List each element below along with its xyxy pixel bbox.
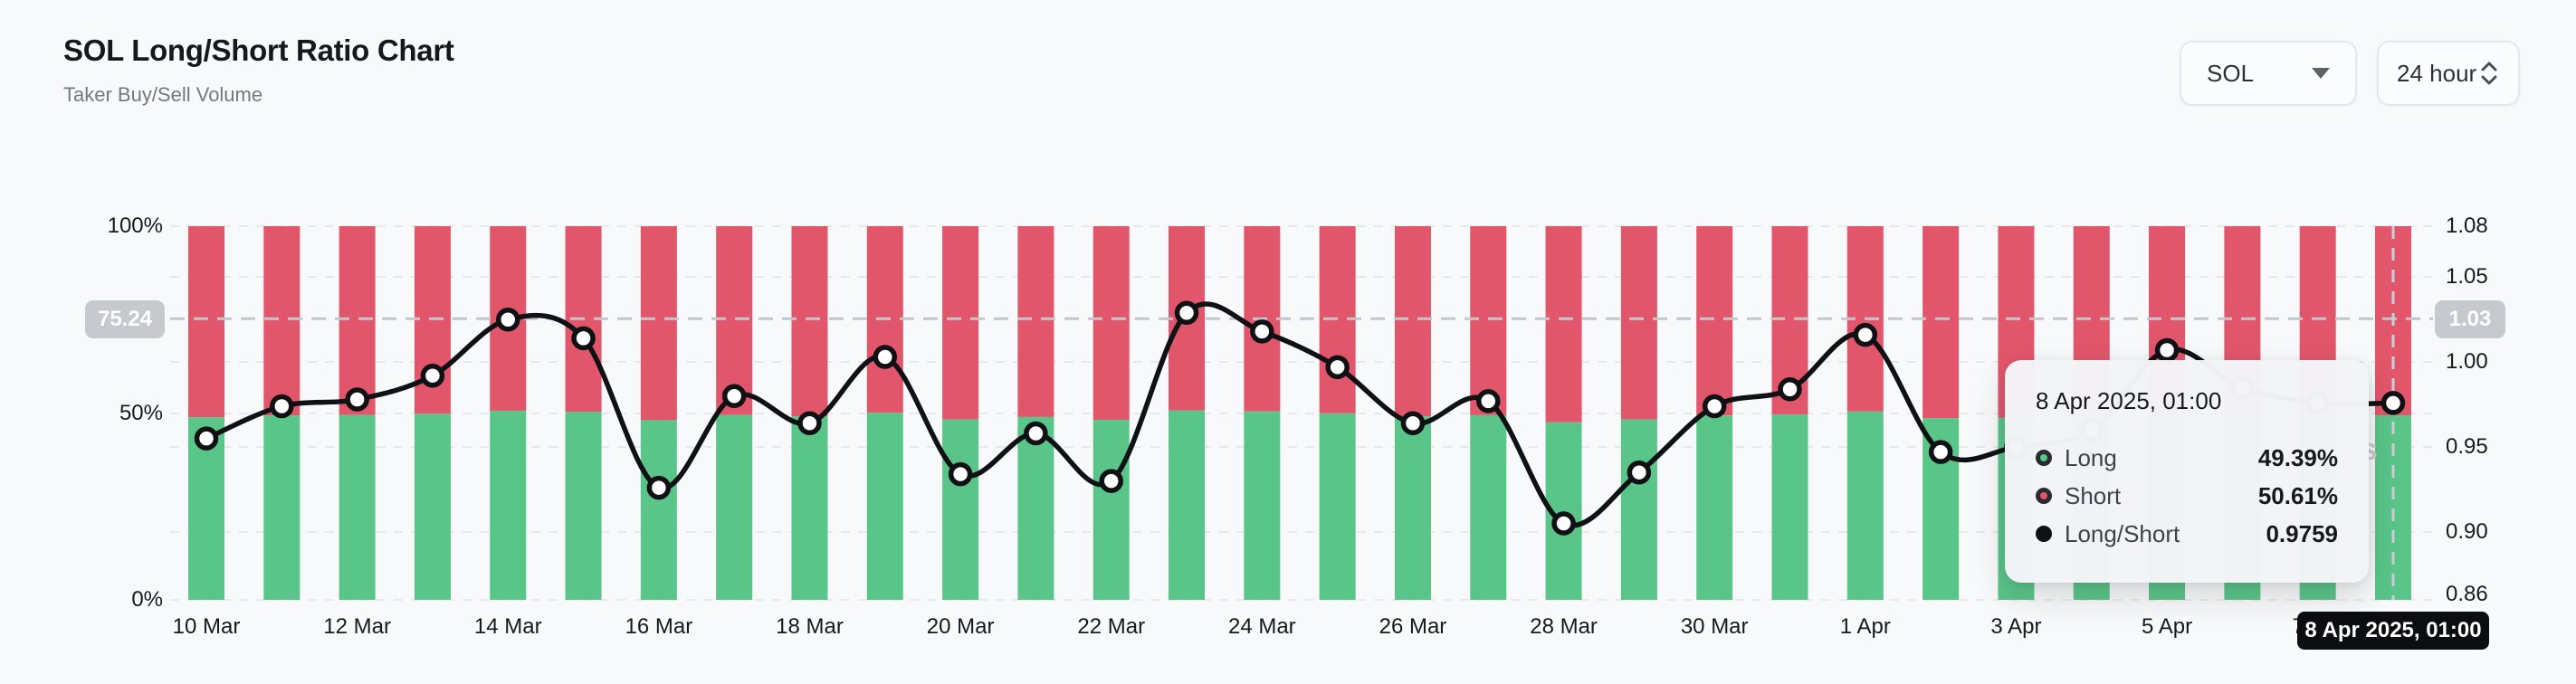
y-axis-label-left: 100% [107, 214, 163, 238]
tooltip-row-label: Short [2065, 481, 2122, 509]
long-short-marker-icon [2036, 526, 2052, 542]
y-axis-label-right: 1.05 [2446, 264, 2488, 290]
x-axis-label: 30 Mar [1680, 614, 1749, 639]
y-axis-label-right: 0.95 [2446, 434, 2488, 460]
y-axis-label-left: 50% [119, 400, 163, 425]
tooltip-row-long: Long 49.39% [2036, 439, 2338, 477]
x-axis-label: 20 Mar [926, 614, 995, 639]
crosshair-right-badge: 1.03 [2435, 300, 2505, 338]
x-axis-label: 28 Mar [1530, 614, 1598, 639]
x-axis-label: 14 Mar [473, 614, 542, 639]
crosshair-left-badge: 75.24 [85, 300, 165, 338]
interval-select[interactable]: 24 hour [2377, 41, 2520, 106]
x-axis-label: 16 Mar [625, 614, 693, 639]
tooltip-row-value: 0.9759 [2266, 519, 2338, 547]
caret-down-icon [2312, 68, 2330, 79]
x-axis-label: 12 Mar [323, 614, 391, 639]
chevron-up-down-icon [2481, 62, 2497, 85]
short-marker-icon [2036, 488, 2052, 504]
chart-header: SOL Long/Short Ratio Chart Taker Buy/Sel… [63, 31, 454, 107]
x-axis-label: 10 Mar [172, 614, 241, 639]
tooltip-rows: Long 49.39% Short 50.61% Long/Short 0.97… [2036, 439, 2338, 553]
symbol-select[interactable]: SOL [2180, 41, 2357, 106]
y-axis-label-right: 1.08 [2446, 214, 2488, 238]
page-title: SOL Long/Short Ratio Chart [63, 33, 454, 67]
x-axis-label: 3 Apr [1990, 614, 2042, 639]
y-axis-label-left: 0% [131, 587, 163, 612]
page-subtitle: Taker Buy/Sell Volume [63, 83, 263, 106]
x-axis-label: 26 Mar [1379, 614, 1447, 639]
crosshair-date-badge: 8 Apr 2025, 01:00 [2297, 612, 2489, 650]
tooltip-row-value: 49.39% [2257, 443, 2338, 471]
tooltip-row-ratio: Long/Short 0.9759 [2036, 515, 2338, 553]
tooltip-row-label: Long/Short [2065, 519, 2180, 547]
interval-select-value: 24 hour [2397, 59, 2477, 87]
tooltip-row-short: Short 50.61% [2036, 477, 2338, 515]
y-axis-label-right: 1.00 [2446, 349, 2488, 375]
tooltip-row-value: 50.61% [2257, 481, 2338, 509]
x-axis-label: 1 Apr [1839, 614, 1891, 639]
x-axis-label: 18 Mar [776, 614, 844, 639]
x-axis-label: 24 Mar [1227, 614, 1296, 639]
chart-tooltip: 8 Apr 2025, 01:00 Long 49.39% Short 50.6… [2005, 360, 2369, 583]
y-axis-label-right: 0.90 [2446, 518, 2488, 544]
tooltip-title: 8 Apr 2025, 01:00 [2036, 387, 2222, 414]
symbol-select-value: SOL [2207, 59, 2255, 87]
y-axis-label-right: 0.86 [2446, 582, 2488, 606]
long-marker-icon [2036, 450, 2052, 466]
x-axis-label: 5 Apr [2142, 614, 2193, 639]
tooltip-row-label: Long [2065, 443, 2117, 471]
x-axis-label: 22 Mar [1077, 614, 1146, 639]
